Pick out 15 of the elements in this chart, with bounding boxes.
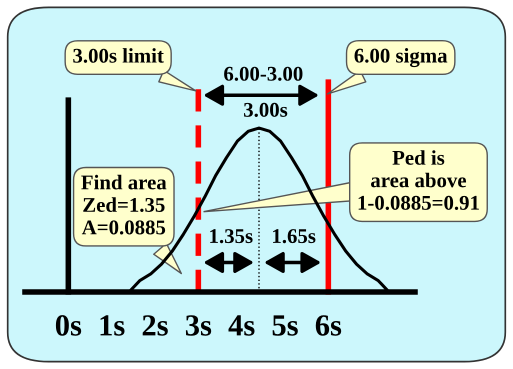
text: 3.00s — [244, 102, 288, 117]
x-tick-label: 2s — [142, 315, 168, 336]
annotation: 1.35s — [210, 229, 253, 244]
annotation: Find area Zed=1.35 A=0.0885 — [81, 174, 166, 235]
text: 6.00-3.00 — [224, 66, 302, 81]
x-tick-label: 5s — [272, 315, 298, 336]
x-tick-label: 6s — [316, 315, 342, 336]
annotation: Ped is area above 1-0.0885=0.91 — [358, 150, 479, 210]
ref-line-label: 6.00 sigma — [354, 48, 448, 68]
x-tick-label: 1s — [100, 315, 124, 336]
x-tick-label: 3s — [186, 315, 212, 336]
annotation: 1.65s — [273, 229, 316, 244]
x-tick-label: 4s — [228, 315, 254, 336]
x-tick-label: 0s — [56, 315, 82, 336]
ref-line-label: 3.00s limit — [73, 48, 164, 63]
